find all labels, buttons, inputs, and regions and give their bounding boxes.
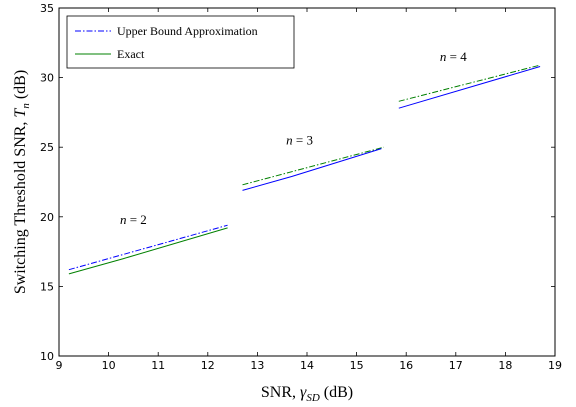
annotation: n = 3 xyxy=(286,132,313,147)
y-tick-label: 35 xyxy=(40,2,54,15)
x-tick-label: 12 xyxy=(201,359,215,372)
x-axis-label: SNR, γSD (dB) xyxy=(261,384,353,404)
axis-labels: SNR, γSD (dB) Switching Threshold SNR, Tn… xyxy=(12,70,353,404)
y-axis-label: Switching Threshold SNR, Tn (dB) xyxy=(12,70,32,294)
legend-label: Exact xyxy=(117,47,145,61)
annotation: n = 2 xyxy=(120,212,147,227)
series-line xyxy=(242,146,385,186)
y-tick-label: 10 xyxy=(40,350,54,363)
y-tick-label: 15 xyxy=(40,280,54,293)
annotation: n = 4 xyxy=(440,49,467,64)
x-tick-label: 10 xyxy=(102,359,116,372)
x-tick-label: 11 xyxy=(151,359,165,372)
x-tick-label: 9 xyxy=(56,359,63,372)
y-tick-label: 30 xyxy=(40,72,54,85)
series-line xyxy=(242,148,382,191)
x-tick-label: 13 xyxy=(250,359,264,372)
series-line xyxy=(398,64,541,102)
legend: Upper Bound Approximation Exact xyxy=(66,15,295,69)
legend-box xyxy=(66,15,295,69)
x-tick-label: 17 xyxy=(449,359,463,372)
x-tick-label: 16 xyxy=(399,359,413,372)
x-tick-label: 15 xyxy=(350,359,364,372)
x-tick-label: 14 xyxy=(300,359,314,372)
series-line xyxy=(68,227,228,275)
series-line xyxy=(398,66,541,109)
y-tick-label: 20 xyxy=(40,211,54,224)
series-line xyxy=(68,224,228,271)
x-tick-label: 19 xyxy=(548,359,562,372)
legend-label: Upper Bound Approximation xyxy=(117,24,258,38)
y-tick-label: 25 xyxy=(40,141,54,154)
x-tick-label: 18 xyxy=(498,359,512,372)
